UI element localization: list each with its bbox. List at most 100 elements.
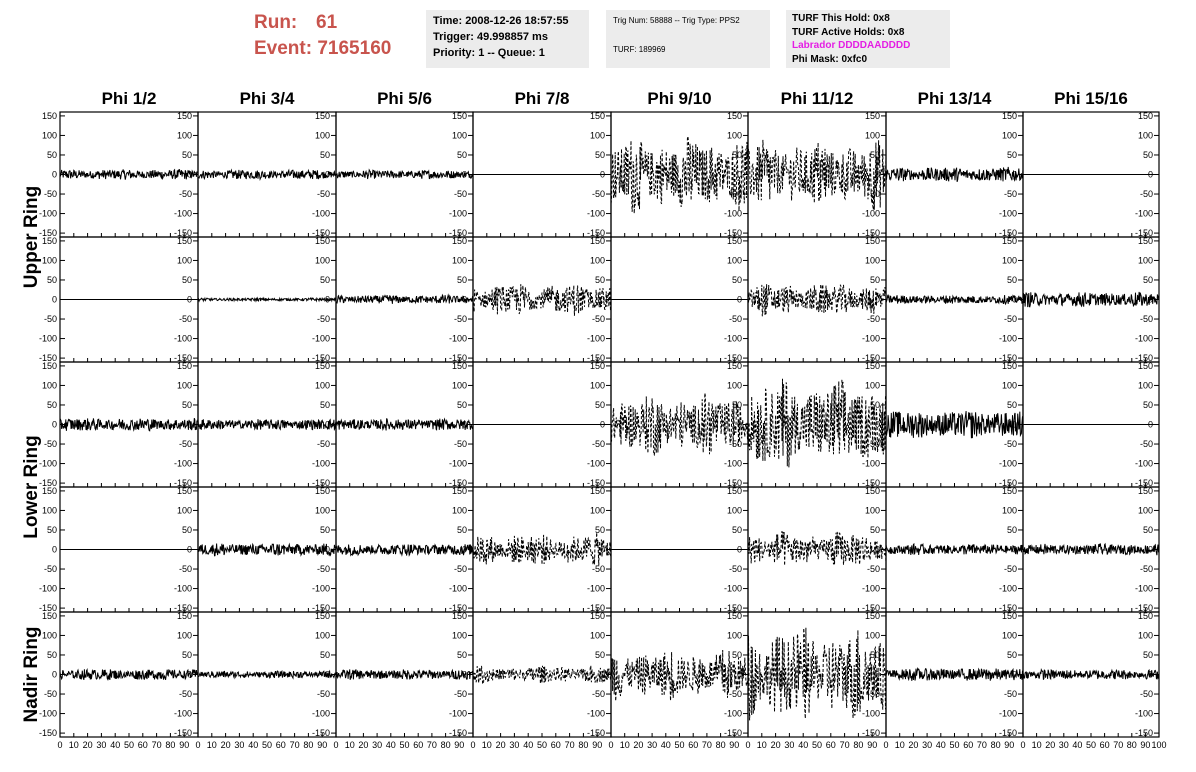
ytick-label-r2c6-4: 50 — [870, 275, 880, 285]
ytick-label-r4c3-6: 150 — [452, 486, 467, 496]
ytick-label-r2c1-5: 100 — [177, 255, 192, 265]
ytick-label-r4c1-0: -150 — [174, 603, 192, 613]
ytick-label-r4c1-4: 50 — [182, 525, 192, 535]
ytick-label-r5c5-2: -50 — [729, 689, 742, 699]
ytick-label-r1c2-0: -150 — [312, 228, 330, 238]
xtick-label-c6-0: 0 — [745, 740, 750, 750]
ytick-label-r2c7-4: 50 — [1007, 275, 1017, 285]
ytick-label-r4c2-0: -150 — [312, 603, 330, 613]
ytick-label-r1c1-6: 150 — [177, 111, 192, 121]
waveform-r3c6 — [747, 378, 887, 468]
xtick-label-c2-6: 60 — [276, 740, 286, 750]
ytick-left-label-r5c1-4: 50 — [47, 650, 57, 660]
ytick-label-r1c8-0: -150 — [1135, 228, 1153, 238]
ytick-label-r2c5-4: 50 — [732, 275, 742, 285]
ytick-label-r1c3-0: -150 — [449, 228, 467, 238]
waveform-r4c2 — [197, 542, 337, 557]
ytick-left-label-r2c1-2: -50 — [44, 314, 57, 324]
ytick-label-r2c3-6: 150 — [452, 236, 467, 246]
ytick-label-r2c2-1: -100 — [312, 334, 330, 344]
xtick-label-c2-9: 90 — [317, 740, 327, 750]
xtick-label-c6-8: 80 — [853, 740, 863, 750]
waveform-r3c2 — [197, 418, 337, 432]
ytick-label-r5c3-1: -100 — [449, 709, 467, 719]
ytick-label-r4c4-4: 50 — [595, 525, 605, 535]
trigger-line: Trigger: 49.998857 ms — [433, 31, 548, 43]
xtick-label-c4-2: 20 — [496, 740, 506, 750]
ytick-left-label-r2c1-0: -150 — [39, 353, 57, 363]
ytick-label-r3c5-5: 100 — [727, 380, 742, 390]
xtick-label-c1-2: 20 — [83, 740, 93, 750]
ytick-label-r3c2-3: 0 — [325, 420, 330, 430]
turf-line: TURF: 189969 — [613, 45, 666, 54]
ytick-left-label-r3c1-4: 50 — [47, 400, 57, 410]
xtick-label-c4-7: 70 — [565, 740, 575, 750]
ytick-left-label-r5c1-6: 150 — [42, 611, 57, 621]
ytick-left-label-r2c1-3: 0 — [52, 295, 57, 305]
ytick-left-label-r3c1-5: 100 — [42, 380, 57, 390]
ytick-label-r3c7-0: -150 — [999, 478, 1017, 488]
xtick-label-c3-6: 60 — [413, 740, 423, 750]
ytick-label-r4c7-1: -100 — [999, 584, 1017, 594]
ytick-label-r1c4-1: -100 — [587, 209, 605, 219]
ytick-label-r4c7-5: 100 — [1002, 505, 1017, 515]
ytick-label-r4c3-5: 100 — [452, 505, 467, 515]
ytick-label-r1c6-4: 50 — [870, 150, 880, 160]
xtick-label-c6-7: 70 — [840, 740, 850, 750]
xtick-label-c6-9: 90 — [867, 740, 877, 750]
waveform-r2c2 — [197, 296, 337, 303]
waveform-r3c1 — [59, 418, 199, 432]
xtick-label-c1-7: 70 — [152, 740, 162, 750]
run-line: Run: 61 — [254, 10, 391, 36]
column-header-6: Phi 11/12 — [781, 89, 854, 108]
xtick-label-c1-6: 60 — [138, 740, 148, 750]
ytick-label-r3c8-2: -50 — [1140, 439, 1153, 449]
xtick-label-c4-3: 30 — [509, 740, 519, 750]
xtick-label-c3-2: 20 — [358, 740, 368, 750]
ytick-label-r4c6-6: 150 — [865, 486, 880, 496]
event-label: Event: — [254, 38, 313, 59]
ytick-label-r1c8-2: -50 — [1140, 189, 1153, 199]
ytick-label-r5c7-3: 0 — [1012, 670, 1017, 680]
ytick-label-r2c1-6: 150 — [177, 236, 192, 246]
ytick-label-r1c7-0: -150 — [999, 228, 1017, 238]
ytick-label-r5c1-5: 100 — [177, 630, 192, 640]
ytick-label-r3c1-3: 0 — [187, 420, 192, 430]
ytick-label-r4c4-6: 150 — [590, 486, 605, 496]
waveform-r3c7 — [885, 411, 1024, 439]
xtick-label-c8-7: 70 — [1113, 740, 1123, 750]
ytick-label-r3c6-1: -100 — [862, 459, 880, 469]
waveform-r3c3 — [335, 417, 474, 432]
ytick-label-r3c7-3: 0 — [1012, 420, 1017, 430]
ytick-label-r2c3-4: 50 — [457, 275, 467, 285]
xtick-label-c6-6: 60 — [826, 740, 836, 750]
xtick-label-c3-3: 30 — [372, 740, 382, 750]
xtick-label-c1-1: 10 — [69, 740, 79, 750]
xtick-label-c7-3: 30 — [922, 740, 932, 750]
trig-num-line: Trig Num: 58888 -- Trig Type: PPS2 — [613, 16, 740, 25]
ytick-label-r2c7-5: 100 — [1002, 255, 1017, 265]
ytick-left-label-r3c1-6: 150 — [42, 361, 57, 371]
ytick-label-r2c6-5: 100 — [865, 255, 880, 265]
ytick-label-r1c4-6: 150 — [590, 111, 605, 121]
ytick-label-r4c5-1: -100 — [724, 584, 742, 594]
ytick-label-r5c2-1: -100 — [312, 709, 330, 719]
xtick-label-c3-8: 80 — [441, 740, 451, 750]
xtick-label-c3-9: 90 — [454, 740, 464, 750]
ytick-label-r1c3-6: 150 — [452, 111, 467, 121]
ytick-label-r3c8-5: 100 — [1138, 380, 1153, 390]
ytick-label-r3c6-2: -50 — [867, 439, 880, 449]
ytick-label-r5c5-6: 150 — [727, 611, 742, 621]
ytick-label-r1c4-5: 100 — [590, 130, 605, 140]
xtick-label-c6-5: 50 — [812, 740, 822, 750]
ytick-left-label-r1c1-3: 0 — [52, 170, 57, 180]
column-header-3: Phi 5/6 — [377, 89, 432, 108]
xtick-label-c2-4: 40 — [248, 740, 258, 750]
ytick-label-r4c6-2: -50 — [867, 564, 880, 574]
ytick-label-r1c2-2: -50 — [317, 189, 330, 199]
ytick-left-label-r2c1-6: 150 — [42, 236, 57, 246]
ytick-label-r5c2-0: -150 — [312, 728, 330, 738]
ytick-label-r3c6-0: -150 — [862, 478, 880, 488]
ytick-label-r5c4-5: 100 — [590, 630, 605, 640]
ytick-label-r4c6-4: 50 — [870, 525, 880, 535]
